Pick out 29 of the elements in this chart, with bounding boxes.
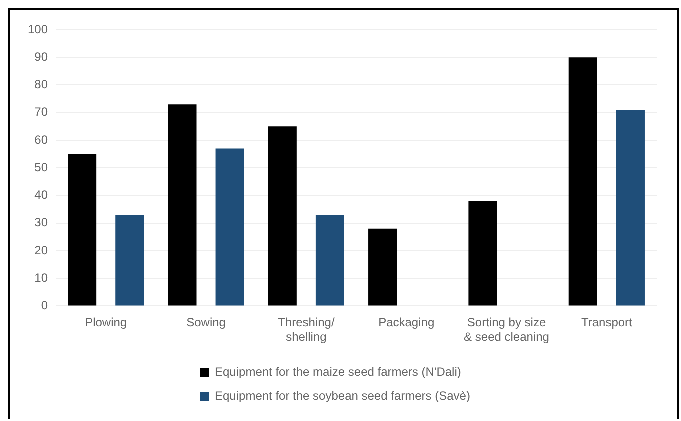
x-tick-label: Sorting by size & seed cleaning <box>464 316 550 344</box>
x-tick-label: Packaging <box>378 316 435 330</box>
y-tick-label: 60 <box>34 132 48 147</box>
y-tick-label: 10 <box>34 270 48 285</box>
bar <box>168 104 197 306</box>
x-tick-label: Plowing <box>85 316 128 330</box>
bar <box>468 201 498 306</box>
bar <box>268 126 297 306</box>
bar <box>368 228 398 306</box>
y-tick-label: 70 <box>34 105 48 120</box>
y-tick-label: 100 <box>28 22 48 36</box>
bar <box>68 154 97 306</box>
y-tick-label: 50 <box>34 160 48 174</box>
y-tick-label: 80 <box>34 78 48 92</box>
x-tick-label: Threshing/ shelling <box>278 316 336 344</box>
legend-label: Equipment for the maize seed farmers (N'Dali) <box>215 365 462 379</box>
legend-label: Equipment for the soybean seed farmers (Savè) <box>215 389 470 403</box>
y-tick-label: 0 <box>41 298 48 313</box>
y-tick-label: 20 <box>34 243 48 258</box>
bar <box>568 58 598 306</box>
bar <box>316 215 344 306</box>
y-tick-label: 40 <box>34 188 48 202</box>
x-tick-label: Transport <box>581 316 634 330</box>
y-tick-label: 30 <box>34 216 48 230</box>
bar <box>116 215 144 306</box>
bar <box>216 148 244 306</box>
bar <box>616 110 645 306</box>
y-tick-label: 90 <box>34 50 48 64</box>
x-tick-label: Sowing <box>186 316 226 330</box>
